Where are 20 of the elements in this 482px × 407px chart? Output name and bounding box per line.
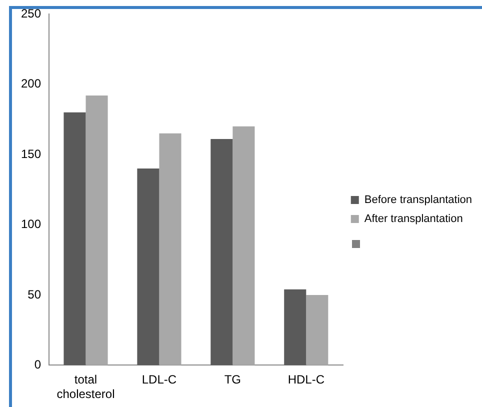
bar (284, 289, 306, 366)
bar (210, 139, 233, 366)
x-tick-label: HDL-C (288, 372, 325, 387)
y-tick-label: 150 (20, 146, 42, 161)
bar (159, 133, 182, 366)
y-tick-label: 50 (28, 287, 42, 302)
x-tick-label: LDL-C (142, 372, 177, 387)
y-tick-label: 100 (20, 217, 42, 232)
bar (232, 126, 255, 366)
y-tick-label: 200 (20, 76, 42, 91)
bar (86, 95, 108, 366)
y-tick-label: 250 (20, 6, 42, 20)
bar (64, 112, 86, 366)
legend-label: After transplantation (364, 213, 463, 226)
y-tick-label: 0 (34, 358, 42, 372)
legend-label: Before transplantation (364, 194, 472, 206)
bar (137, 168, 160, 366)
x-tick-label: total cholesterol (56, 372, 115, 402)
x-tick-label: TG (224, 372, 242, 387)
bar (306, 294, 328, 366)
